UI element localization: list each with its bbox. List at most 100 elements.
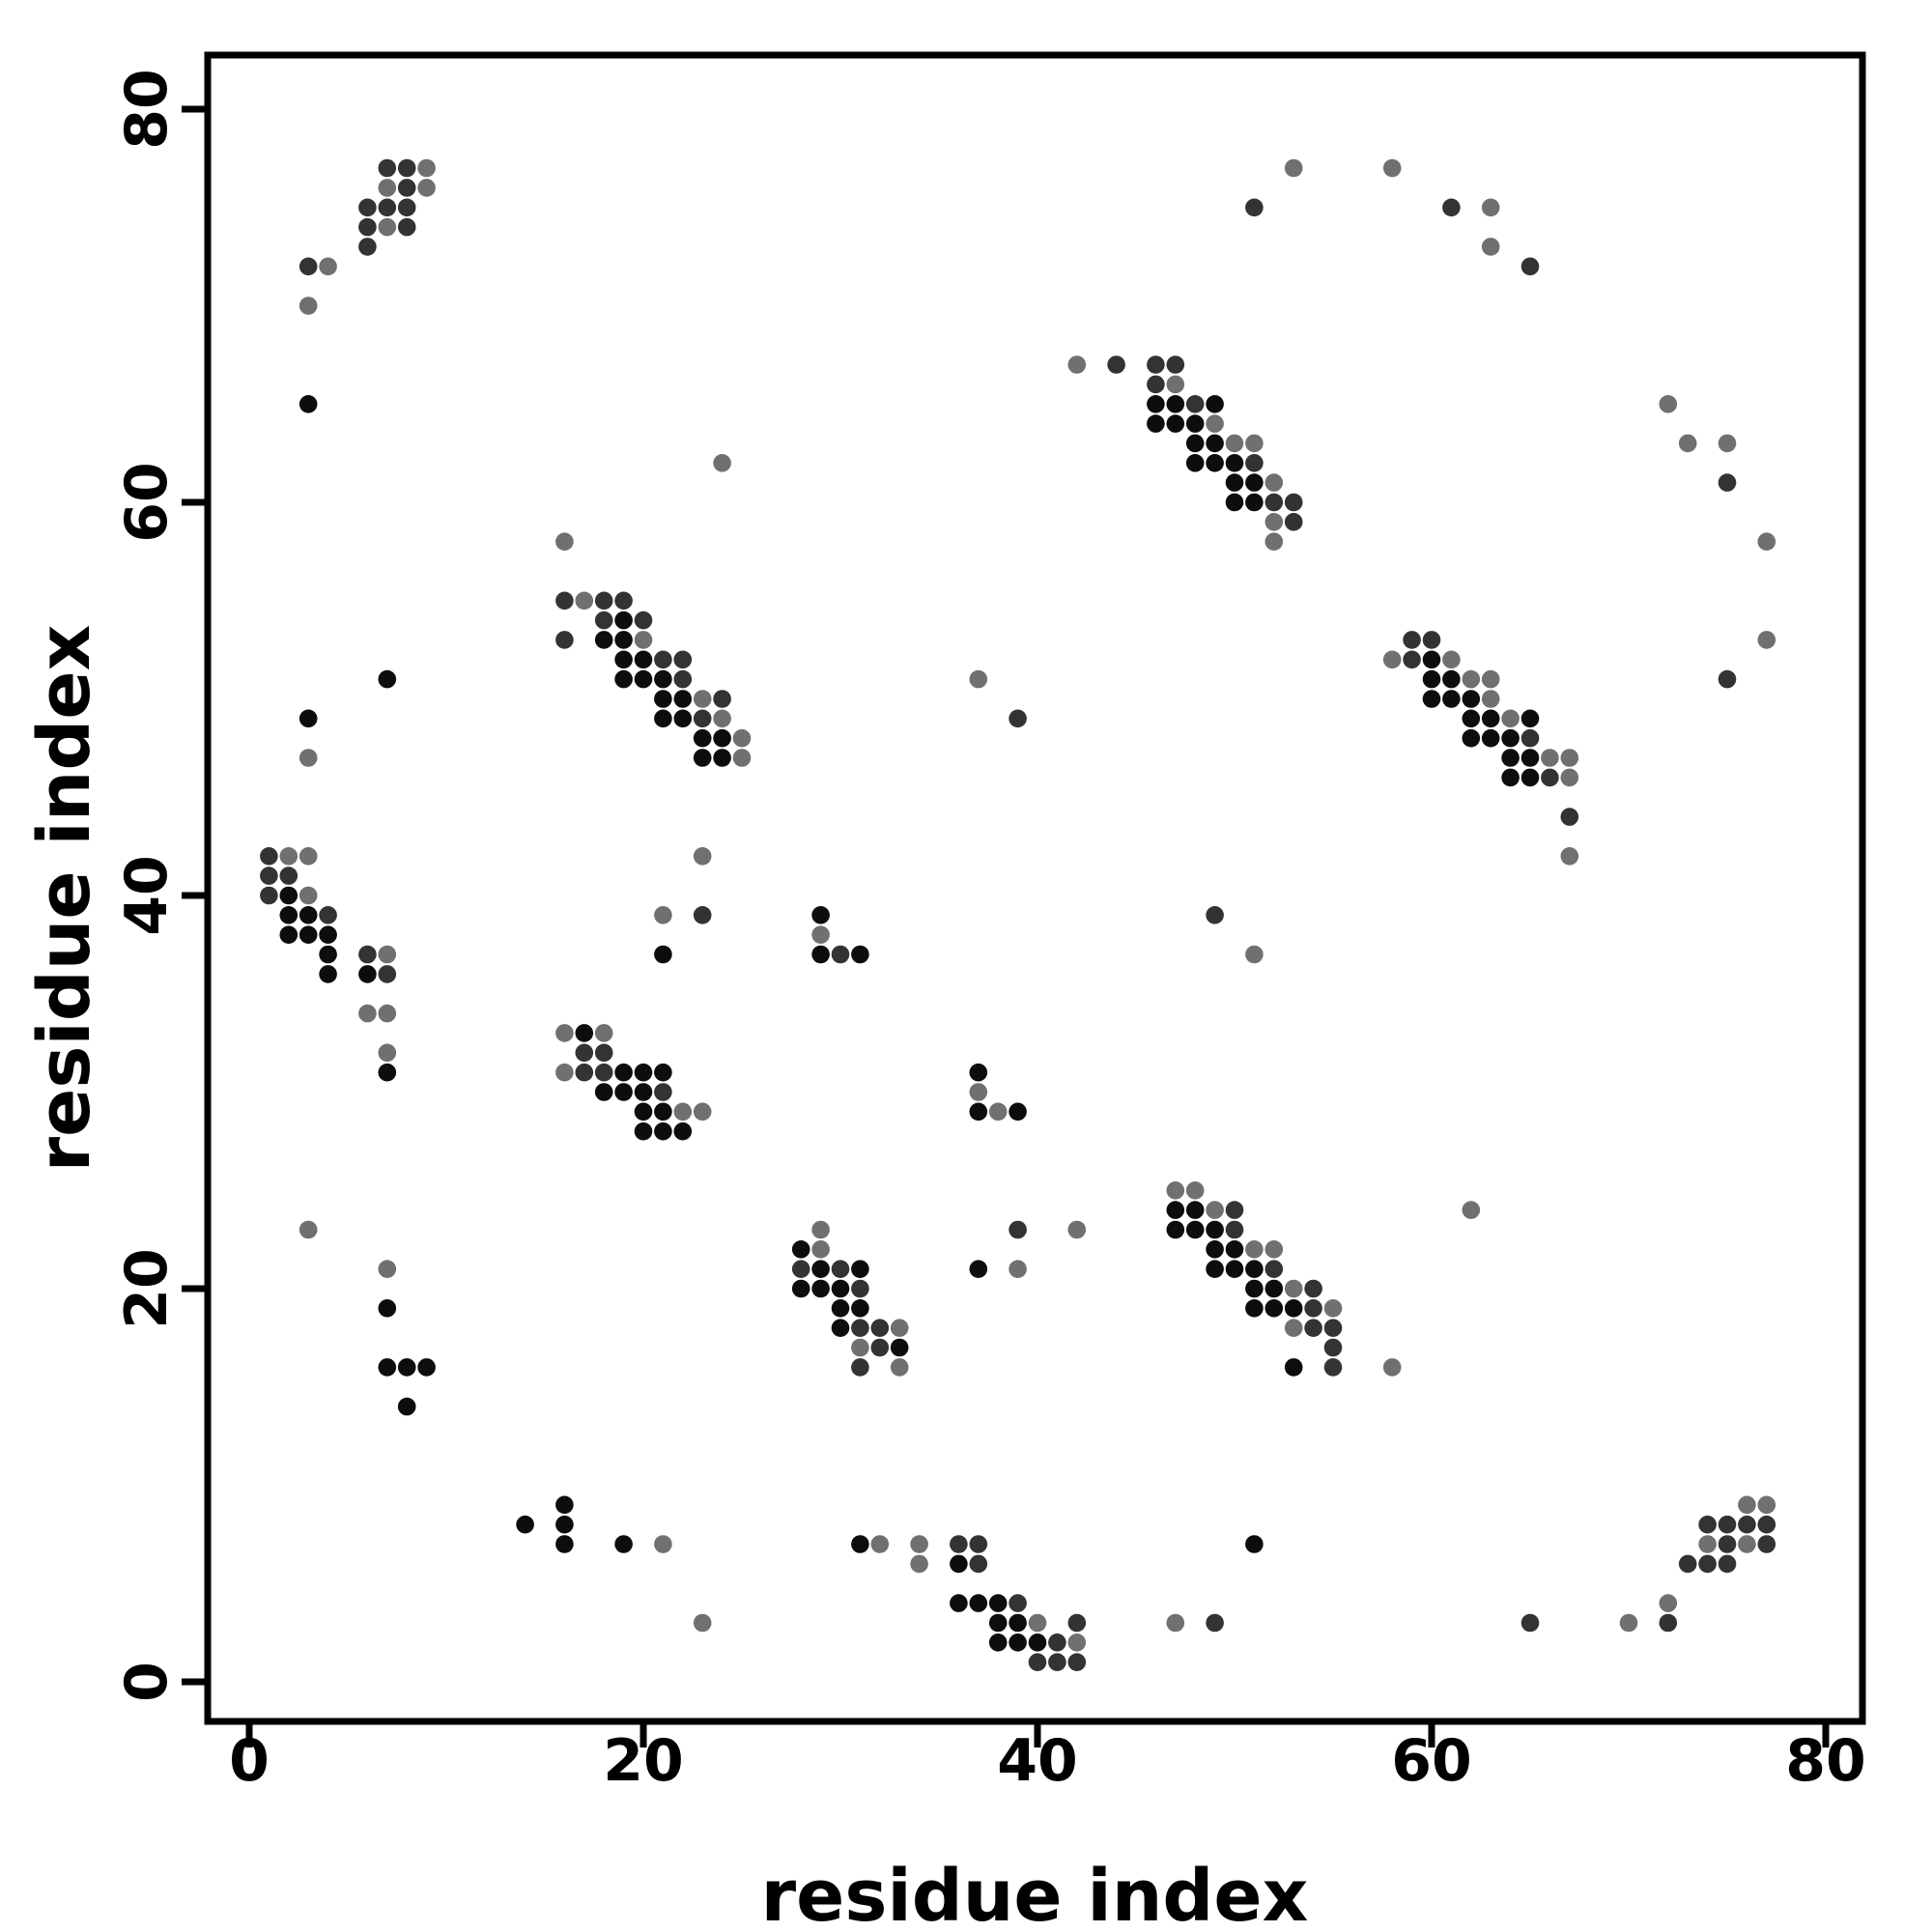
x-tick-label: 0 [229, 1727, 270, 1795]
data-point [851, 1260, 869, 1278]
data-point [890, 1338, 909, 1357]
data-point [654, 945, 672, 964]
data-point [1067, 1634, 1087, 1652]
data-point [791, 1260, 810, 1278]
data-point [1245, 1260, 1264, 1278]
data-point [1718, 669, 1737, 689]
data-point [1462, 690, 1481, 708]
data-point [594, 1063, 613, 1082]
data-point [575, 1024, 594, 1042]
data-point [594, 1024, 613, 1042]
data-point [713, 728, 731, 748]
data-point [673, 709, 693, 728]
data-point [1245, 1240, 1264, 1259]
data-point [1481, 238, 1500, 256]
data-point [811, 945, 830, 964]
data-point [811, 1220, 830, 1239]
data-point [298, 847, 318, 866]
data-point [1206, 395, 1224, 413]
data-point [1284, 158, 1303, 178]
data-point [654, 650, 672, 669]
data-point [969, 1083, 988, 1101]
data-point [1323, 1299, 1343, 1318]
data-point [1520, 1613, 1540, 1633]
data-point [634, 631, 653, 649]
data-point [1245, 1535, 1264, 1553]
data-point [378, 945, 397, 964]
data-point [298, 886, 318, 905]
data-point [1718, 1554, 1737, 1574]
data-point [1718, 1515, 1737, 1534]
x-tick-label: 60 [1391, 1727, 1472, 1795]
y-axis-ticks: 0 20 40 60 80 [113, 69, 205, 1702]
data-point [1284, 1319, 1303, 1337]
data-point [594, 591, 613, 611]
data-point [575, 1043, 594, 1063]
data-point [614, 611, 633, 630]
data-point [811, 1279, 830, 1298]
data-point [693, 728, 712, 748]
data-point [1185, 454, 1205, 472]
data-point [851, 1338, 869, 1357]
data-point [1442, 690, 1461, 708]
data-point [1422, 690, 1441, 708]
data-point [1284, 1279, 1303, 1298]
data-point [634, 1102, 653, 1122]
data-point [693, 749, 712, 767]
data-point [555, 1495, 574, 1515]
data-point [1264, 1260, 1284, 1278]
data-point [397, 1358, 416, 1377]
data-point [693, 847, 712, 866]
data-point [1738, 1495, 1756, 1515]
data-point [693, 709, 712, 728]
data-point [1659, 1594, 1678, 1612]
data-point [378, 217, 397, 237]
data-point [673, 650, 693, 669]
data-point [1185, 1181, 1205, 1200]
x-tick-label: 40 [997, 1727, 1078, 1795]
data-point [1422, 650, 1441, 669]
data-point [1757, 1535, 1776, 1553]
data-point [1009, 1613, 1027, 1633]
data-point [831, 1279, 850, 1298]
data-point [654, 1063, 672, 1082]
data-point [417, 179, 436, 197]
data-point [1185, 414, 1205, 433]
data-point [1048, 1653, 1066, 1671]
data-point [1206, 1220, 1224, 1239]
data-point [732, 749, 752, 767]
data-point [279, 847, 298, 866]
data-point [1560, 749, 1579, 767]
data-point [298, 749, 318, 767]
data-point [1718, 473, 1737, 492]
data-point [1245, 945, 1264, 964]
data-point [1206, 414, 1224, 433]
data-point [1520, 257, 1540, 276]
data-point [1481, 728, 1500, 748]
data-point [1462, 709, 1481, 728]
data-point [378, 1063, 397, 1082]
data-point [1009, 709, 1027, 728]
data-point [1698, 1515, 1717, 1534]
data-point [1264, 473, 1284, 492]
data-point [1225, 493, 1244, 512]
data-point [397, 179, 416, 197]
data-point [851, 1535, 869, 1553]
data-point [890, 1319, 909, 1337]
data-point [1757, 631, 1776, 649]
data-point [1166, 1220, 1185, 1239]
x-tick-label: 20 [603, 1727, 684, 1795]
data-point [969, 1063, 988, 1082]
data-point [831, 1299, 850, 1318]
data-point [1245, 1279, 1264, 1298]
data-point [1738, 1515, 1756, 1534]
data-point [298, 925, 318, 944]
data-point [1698, 1554, 1717, 1574]
data-point [1560, 808, 1579, 826]
data-point [693, 906, 712, 924]
data-point [1028, 1613, 1047, 1633]
data-point [1757, 1495, 1776, 1515]
data-point [319, 906, 337, 924]
data-point [555, 631, 574, 649]
